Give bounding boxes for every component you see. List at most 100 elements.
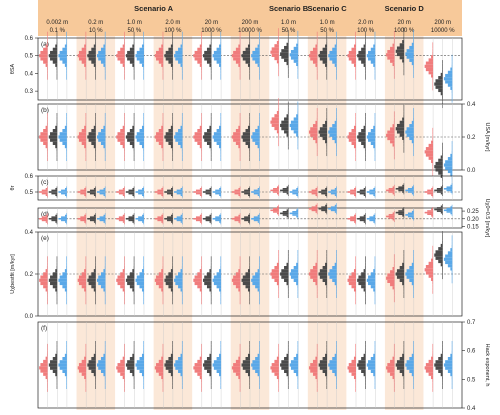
histogram-bar xyxy=(336,143,337,147)
histogram-bar xyxy=(47,343,48,348)
histogram-red xyxy=(116,213,125,225)
histogram-bar xyxy=(257,288,260,292)
histogram-bar xyxy=(271,363,279,367)
histogram-bar xyxy=(172,31,173,35)
histogram-bar xyxy=(451,385,453,389)
histogram-bar xyxy=(133,122,135,126)
histogram-bar xyxy=(432,77,434,81)
histogram-bar xyxy=(289,363,299,367)
histogram-bar xyxy=(96,278,106,282)
histogram-bar xyxy=(365,76,366,80)
histogram-bar xyxy=(157,189,164,192)
histogram-bar xyxy=(325,373,328,377)
histogram-bar xyxy=(432,379,434,383)
histogram-bar xyxy=(104,259,106,263)
histogram-bar xyxy=(216,47,222,51)
histogram-blue xyxy=(58,213,67,225)
histogram-bar xyxy=(355,151,356,155)
histogram-bar xyxy=(297,139,299,144)
histogram-bar xyxy=(290,360,299,364)
histogram-bar xyxy=(432,80,434,84)
histogram-bar xyxy=(402,117,405,121)
histogram-bar xyxy=(116,278,125,282)
histogram-bar xyxy=(325,194,328,196)
histogram-bar xyxy=(199,188,202,190)
histogram-bar xyxy=(424,150,434,154)
histogram-bar xyxy=(219,194,222,196)
histogram-bar xyxy=(175,366,183,370)
histogram-bar xyxy=(47,116,48,120)
histogram-bar xyxy=(286,262,289,266)
histogram-bar xyxy=(297,136,299,140)
histogram-bar xyxy=(168,129,173,133)
histogram-bar xyxy=(409,369,414,373)
histogram-bar xyxy=(62,369,67,373)
histogram-bar xyxy=(351,372,356,376)
histogram-bar xyxy=(258,265,260,270)
histogram-bar xyxy=(124,148,125,152)
histogram-bar xyxy=(172,154,173,158)
axis-title: θr xyxy=(10,185,16,190)
histogram-bar xyxy=(55,214,58,217)
histogram-bar xyxy=(280,123,289,128)
panel-label: (d) xyxy=(41,211,49,218)
histogram-bar xyxy=(278,214,279,216)
histogram-bar xyxy=(403,341,405,345)
histogram-bar xyxy=(133,222,135,225)
histogram-bar xyxy=(162,148,164,152)
histogram-bar xyxy=(165,50,173,55)
histogram-bar xyxy=(176,192,183,195)
histogram-bar xyxy=(56,76,58,80)
histogram-red xyxy=(39,31,48,80)
histogram-red xyxy=(347,213,356,225)
histogram-bar xyxy=(46,122,48,126)
histogram-bar xyxy=(220,262,222,266)
histogram-bar xyxy=(56,382,58,386)
histogram-bar xyxy=(409,58,414,62)
histogram-bar xyxy=(56,297,58,302)
histogram-bar xyxy=(143,154,144,158)
histogram-bar xyxy=(374,113,376,117)
histogram-blue xyxy=(289,250,299,298)
histogram-bar xyxy=(374,41,376,45)
histogram-bar xyxy=(325,282,328,286)
histogram-bar xyxy=(393,66,395,70)
histogram-bar xyxy=(117,57,125,61)
histogram-bar xyxy=(181,344,183,348)
histogram-bar xyxy=(326,143,328,147)
histogram-red xyxy=(308,108,318,157)
histogram-bar xyxy=(132,288,135,292)
histogram-bar xyxy=(355,222,356,225)
histogram-bar xyxy=(450,373,453,377)
histogram-bar xyxy=(122,145,125,149)
histogram-red xyxy=(39,113,48,161)
histogram-bar xyxy=(413,143,414,147)
histogram-bar xyxy=(201,379,202,383)
histogram-bar xyxy=(427,192,434,195)
histogram-bar xyxy=(201,347,202,351)
histogram-blue xyxy=(405,108,414,157)
histogram-blue xyxy=(135,213,144,225)
histogram-bar xyxy=(202,135,212,139)
histogram-bar xyxy=(413,341,414,345)
histogram-bar xyxy=(95,262,96,266)
histogram-bar xyxy=(129,141,135,145)
histogram-bar xyxy=(93,125,96,129)
histogram-bar xyxy=(363,353,366,357)
histogram-bar xyxy=(353,125,356,129)
histogram-bar xyxy=(249,347,250,351)
histogram-bar xyxy=(297,250,299,254)
histogram-bar xyxy=(55,221,58,223)
histogram-bar xyxy=(442,231,443,235)
histogram-bar xyxy=(239,70,241,74)
histogram-bar xyxy=(411,186,414,188)
histogram-bar xyxy=(316,343,318,348)
histogram-bar xyxy=(62,141,67,145)
histogram-bar xyxy=(174,278,183,282)
histogram-bar xyxy=(425,271,434,275)
histogram-bar xyxy=(396,366,405,370)
histogram-bar xyxy=(66,297,67,302)
histogram-bar xyxy=(252,57,260,61)
histogram-bar xyxy=(181,31,183,35)
histogram-black xyxy=(87,186,96,198)
